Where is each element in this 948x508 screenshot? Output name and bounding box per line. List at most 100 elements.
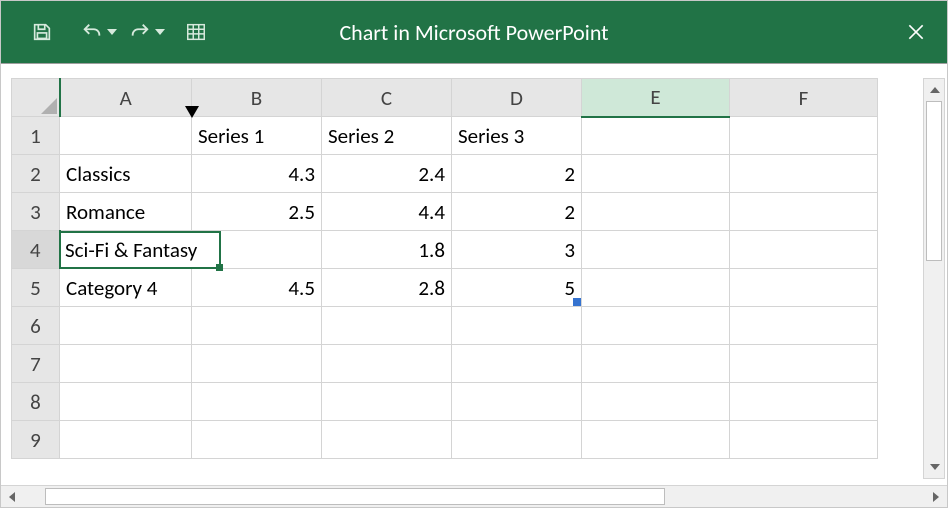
cell-C3[interactable]: 4.4 — [322, 193, 452, 231]
undo-dropdown[interactable] — [105, 1, 119, 63]
cell-C1[interactable]: Series 2 — [322, 117, 452, 155]
quick-access-toolbar — [21, 1, 217, 63]
cell-B8[interactable] — [192, 383, 322, 421]
horizontal-scroll-thumb[interactable] — [45, 488, 665, 505]
worksheet-grid[interactable]: A B C D E F 1 Series 1 Series 2 Series 3… — [11, 78, 878, 459]
row-header-9[interactable]: 9 — [12, 421, 60, 459]
cell-F1[interactable] — [730, 117, 878, 155]
close-icon — [906, 22, 926, 42]
cell-C9[interactable] — [322, 421, 452, 459]
cell-E5[interactable] — [582, 269, 730, 307]
cell-D6[interactable] — [452, 307, 582, 345]
undo-icon — [81, 21, 103, 43]
cell-F6[interactable] — [730, 307, 878, 345]
cell-D5[interactable]: 5 — [452, 269, 582, 307]
vertical-scroll-thumb[interactable] — [926, 101, 942, 261]
cell-B5[interactable]: 4.5 — [192, 269, 322, 307]
column-resize-cursor — [185, 106, 199, 118]
cell-A3[interactable]: Romance — [60, 193, 192, 231]
cell-B2[interactable]: 4.3 — [192, 155, 322, 193]
triangle-left-icon — [7, 492, 17, 502]
cell-E9[interactable] — [582, 421, 730, 459]
column-header-D[interactable]: D — [452, 79, 582, 117]
cell-C6[interactable] — [322, 307, 452, 345]
cell-C7[interactable] — [322, 345, 452, 383]
select-all-corner[interactable] — [12, 79, 60, 117]
cell-E6[interactable] — [582, 307, 730, 345]
column-header-A[interactable]: A — [60, 79, 192, 117]
column-header-E[interactable]: E — [582, 79, 730, 117]
row-header-7[interactable]: 7 — [12, 345, 60, 383]
customize-qat-button[interactable] — [175, 1, 217, 63]
chevron-down-icon — [155, 27, 165, 37]
worksheet-area: A B C D E F 1 Series 1 Series 2 Series 3… — [1, 63, 947, 487]
triangle-right-icon — [931, 492, 941, 502]
cell-A1[interactable] — [60, 117, 192, 155]
row-header-8[interactable]: 8 — [12, 383, 60, 421]
cell-B6[interactable] — [192, 307, 322, 345]
vertical-scroll-track[interactable] — [924, 101, 944, 456]
cell-E2[interactable] — [582, 155, 730, 193]
cell-E1[interactable] — [582, 117, 730, 155]
cell-D2[interactable]: 2 — [452, 155, 582, 193]
scroll-up-button[interactable] — [924, 79, 946, 101]
cell-A2[interactable]: Classics — [60, 155, 192, 193]
close-button[interactable] — [885, 1, 947, 63]
cell-B3[interactable]: 2.5 — [192, 193, 322, 231]
cell-A6[interactable] — [60, 307, 192, 345]
cell-A5[interactable]: Category 4 — [60, 269, 192, 307]
scroll-left-button[interactable] — [1, 486, 23, 508]
cell-F5[interactable] — [730, 269, 878, 307]
spreadsheet-icon — [185, 21, 207, 43]
cell-E4[interactable] — [582, 231, 730, 269]
vertical-scrollbar[interactable] — [923, 78, 945, 479]
cell-C5[interactable]: 2.8 — [322, 269, 452, 307]
horizontal-scrollbar[interactable] — [1, 485, 947, 507]
triangle-up-icon — [930, 85, 940, 95]
cell-F9[interactable] — [730, 421, 878, 459]
cell-F8[interactable] — [730, 383, 878, 421]
cell-D3[interactable]: 2 — [452, 193, 582, 231]
cell-D8[interactable] — [452, 383, 582, 421]
cell-F4[interactable] — [730, 231, 878, 269]
save-icon — [31, 21, 53, 43]
cell-B1[interactable]: Series 1 — [192, 117, 322, 155]
cell-B9[interactable] — [192, 421, 322, 459]
cell-F2[interactable] — [730, 155, 878, 193]
row-header-4[interactable]: 4 — [12, 231, 60, 269]
row-header-1[interactable]: 1 — [12, 117, 60, 155]
row-header-2[interactable]: 2 — [12, 155, 60, 193]
title-bar: Chart in Microsoft PowerPoint — [1, 1, 947, 63]
cell-C2[interactable]: 2.4 — [322, 155, 452, 193]
cell-D7[interactable] — [452, 345, 582, 383]
cell-A4[interactable] — [60, 231, 192, 269]
cell-F3[interactable] — [730, 193, 878, 231]
column-header-C[interactable]: C — [322, 79, 452, 117]
cell-A9[interactable] — [60, 421, 192, 459]
cell-A8[interactable] — [60, 383, 192, 421]
column-header-F[interactable]: F — [730, 79, 878, 117]
row-header-3[interactable]: 3 — [12, 193, 60, 231]
redo-icon — [129, 21, 151, 43]
cell-B4[interactable] — [192, 231, 322, 269]
scroll-down-button[interactable] — [924, 456, 946, 478]
column-header-B[interactable]: B — [192, 79, 322, 117]
scroll-right-button[interactable] — [925, 486, 947, 508]
cell-F7[interactable] — [730, 345, 878, 383]
save-button[interactable] — [21, 1, 63, 63]
cell-D1[interactable]: Series 3 — [452, 117, 582, 155]
cell-C8[interactable] — [322, 383, 452, 421]
cell-A7[interactable] — [60, 345, 192, 383]
row-header-5[interactable]: 5 — [12, 269, 60, 307]
cell-D4[interactable]: 3 — [452, 231, 582, 269]
cell-E3[interactable] — [582, 193, 730, 231]
cell-D9[interactable] — [452, 421, 582, 459]
redo-dropdown[interactable] — [153, 1, 167, 63]
horizontal-scroll-track[interactable] — [23, 486, 925, 507]
triangle-down-icon — [930, 462, 940, 472]
row-header-6[interactable]: 6 — [12, 307, 60, 345]
cell-E7[interactable] — [582, 345, 730, 383]
cell-E8[interactable] — [582, 383, 730, 421]
cell-C4[interactable]: 1.8 — [322, 231, 452, 269]
cell-B7[interactable] — [192, 345, 322, 383]
